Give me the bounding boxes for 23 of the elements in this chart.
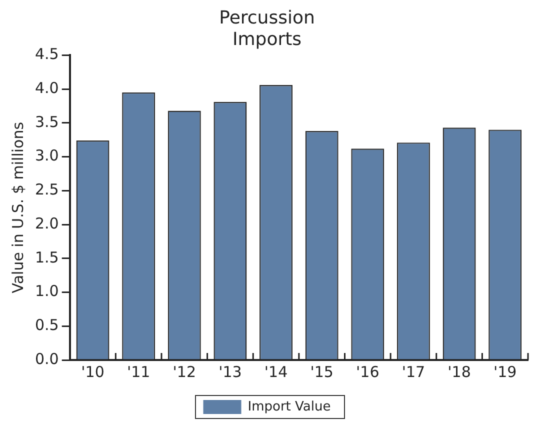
x-tick-label: '12 <box>172 362 196 381</box>
y-tick-label: 4.0 <box>34 78 59 97</box>
x-tick-label: '19 <box>493 362 517 381</box>
x-tick-label: '16 <box>356 362 380 381</box>
y-axis-title: Value in U.S. $ millions <box>8 122 27 294</box>
y-tick-label: 2.5 <box>34 180 59 199</box>
chart-title: Percussion Imports <box>219 7 315 50</box>
y-tick-label: 0.0 <box>34 350 59 368</box>
y-tick-label: 3.5 <box>34 112 59 131</box>
y-tick-label: 4.5 <box>34 45 59 64</box>
y-tick-label: 2.0 <box>34 214 59 232</box>
x-tick-label: '15 <box>310 362 334 381</box>
x-tick-label: '11 <box>126 362 150 381</box>
x-tick-label: '17 <box>402 362 426 381</box>
x-tick-label: '13 <box>218 362 242 381</box>
y-tick-label: 1.5 <box>34 248 59 266</box>
y-tick-label: 0.5 <box>34 316 59 334</box>
y-tick-label: 1.0 <box>34 282 59 300</box>
x-tick-label: '10 <box>81 362 104 381</box>
legend-label: Import Value <box>248 399 331 414</box>
x-tick-label: '14 <box>264 362 288 381</box>
y-tick-label: 3.0 <box>34 146 59 165</box>
x-tick-label: '18 <box>448 362 471 381</box>
